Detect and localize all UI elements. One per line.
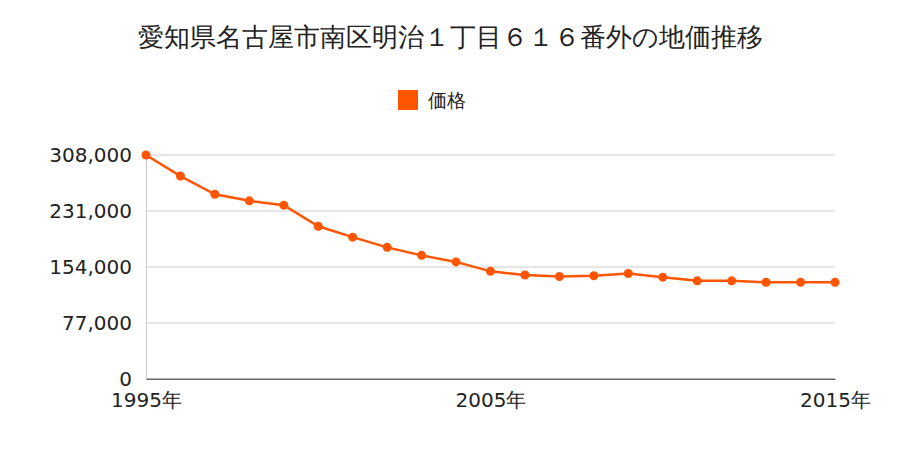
x-axis: 1995年 2005年 2015年 (111, 379, 871, 412)
chart-container: 愛知県名古屋市南区明治１丁目６１６番外の地価推移077,000154,00023… (0, 0, 900, 450)
marks (142, 151, 840, 287)
marker (486, 267, 495, 276)
marker (383, 243, 392, 252)
legend: 価格 (398, 89, 466, 111)
line (146, 155, 835, 282)
marker (555, 272, 564, 281)
legend-label: 価格 (428, 89, 466, 111)
y-tick: 154,000 (49, 255, 146, 279)
grid-line (146, 211, 835, 212)
plot: 077,000154,000231,000308,0001995年2005年20… (49, 143, 871, 412)
marker (210, 190, 219, 199)
marker (762, 278, 771, 287)
marker (589, 271, 598, 280)
x-axis-line (147, 379, 836, 380)
marker (452, 257, 461, 266)
x-tick: 2015年 (800, 379, 871, 412)
marker (142, 151, 151, 160)
grid-line (146, 379, 835, 380)
y-tick-label: 154,000 (49, 255, 132, 279)
marker (245, 196, 254, 205)
grid-line (146, 323, 835, 324)
marker (520, 271, 529, 280)
x-tick-label: 1995年 (111, 388, 182, 412)
legend-swatch (398, 90, 418, 110)
x-tick-label: 2005年 (456, 388, 527, 412)
y-tick: 308,000 (49, 143, 146, 167)
marker (796, 278, 805, 287)
y-tick-label: 308,000 (49, 143, 132, 167)
marker (658, 273, 667, 282)
marker (279, 201, 288, 210)
y-axis: 077,000154,000231,000308,000 (49, 143, 146, 391)
y-axis-line (146, 156, 147, 380)
marker (624, 269, 633, 278)
title: 愛知県名古屋市南区明治１丁目６１６番外の地価推移 (138, 22, 763, 52)
grid (146, 155, 835, 379)
marker (693, 276, 702, 285)
marker (348, 233, 357, 242)
y-tick: 231,000 (49, 199, 146, 223)
marker (831, 278, 840, 287)
marker (727, 276, 736, 285)
x-tick-label: 2015年 (800, 388, 871, 412)
x-tick: 2005年 (456, 379, 527, 412)
marker (176, 172, 185, 181)
chart-svg: 愛知県名古屋市南区明治１丁目６１６番外の地価推移077,000154,00023… (0, 0, 900, 450)
y-tick-label: 77,000 (62, 311, 132, 335)
marker (417, 251, 426, 260)
grid-line (146, 155, 835, 156)
y-tick-label: 231,000 (49, 199, 132, 223)
marker (314, 222, 323, 231)
x-tick: 1995年 (111, 379, 182, 412)
y-tick: 77,000 (62, 311, 146, 335)
